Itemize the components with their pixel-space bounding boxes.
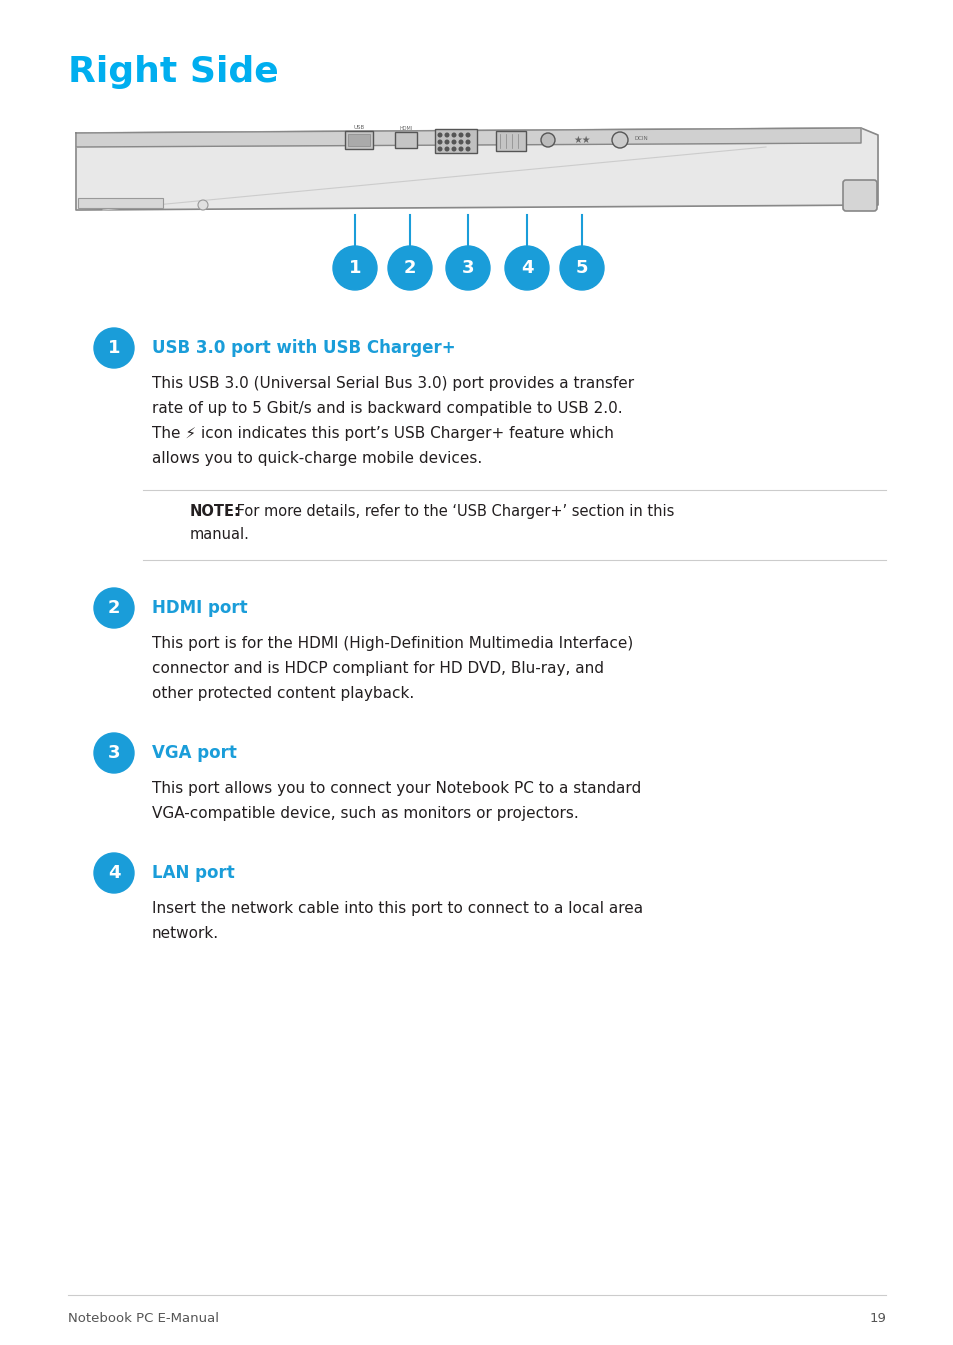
Polygon shape: [76, 128, 861, 147]
Circle shape: [388, 246, 432, 291]
Circle shape: [445, 133, 448, 137]
Text: connector and is HDCP compliant for HD DVD, Blu-ray, and: connector and is HDCP compliant for HD D…: [152, 660, 603, 677]
Bar: [345, 130, 373, 149]
Circle shape: [466, 147, 469, 151]
Bar: [435, 129, 476, 153]
Circle shape: [466, 133, 469, 137]
Text: 4: 4: [520, 260, 533, 277]
Text: 2: 2: [403, 260, 416, 277]
Text: VGA-compatible device, such as monitors or projectors.: VGA-compatible device, such as monitors …: [152, 806, 578, 820]
Text: DCIN: DCIN: [635, 136, 648, 140]
Bar: [78, 198, 163, 208]
Circle shape: [445, 147, 448, 151]
Circle shape: [452, 140, 456, 144]
Circle shape: [333, 246, 376, 291]
Text: manual.: manual.: [190, 527, 250, 542]
Text: Right Side: Right Side: [68, 55, 278, 89]
Circle shape: [437, 147, 441, 151]
Circle shape: [504, 246, 548, 291]
Text: 5: 5: [576, 260, 588, 277]
Text: The ⚡ icon indicates this port’s USB Charger+ feature which: The ⚡ icon indicates this port’s USB Cha…: [152, 426, 613, 441]
Text: For more details, refer to the ‘USB Charger+’ section in this: For more details, refer to the ‘USB Char…: [232, 504, 674, 519]
Circle shape: [458, 133, 462, 137]
Circle shape: [466, 140, 469, 144]
Text: 3: 3: [461, 260, 474, 277]
Circle shape: [437, 140, 441, 144]
Text: ★★: ★★: [573, 134, 590, 145]
Circle shape: [94, 328, 133, 369]
Text: 1: 1: [349, 260, 361, 277]
Text: This port allows you to connect your Notebook PC to a standard: This port allows you to connect your Not…: [152, 781, 640, 796]
Text: HDMI port: HDMI port: [152, 599, 248, 617]
Text: 4: 4: [108, 863, 120, 882]
Text: LAN port: LAN port: [152, 863, 234, 882]
FancyBboxPatch shape: [842, 180, 876, 211]
Circle shape: [452, 133, 456, 137]
Text: 19: 19: [868, 1311, 885, 1325]
Circle shape: [94, 853, 133, 893]
Circle shape: [198, 200, 208, 210]
Text: 1: 1: [108, 339, 120, 356]
Text: Notebook PC E-Manual: Notebook PC E-Manual: [68, 1311, 219, 1325]
Circle shape: [559, 246, 603, 291]
Circle shape: [437, 133, 441, 137]
Text: This USB 3.0 (Universal Serial Bus 3.0) port provides a transfer: This USB 3.0 (Universal Serial Bus 3.0) …: [152, 377, 634, 391]
Text: This port is for the HDMI (High-Definition Multimedia Interface): This port is for the HDMI (High-Definiti…: [152, 636, 633, 651]
Circle shape: [612, 132, 627, 148]
Circle shape: [94, 588, 133, 628]
Text: USB: USB: [353, 125, 364, 130]
Text: other protected content playback.: other protected content playback.: [152, 686, 414, 701]
Text: USB 3.0 port with USB Charger+: USB 3.0 port with USB Charger+: [152, 339, 456, 356]
Circle shape: [445, 140, 448, 144]
Text: 2: 2: [108, 599, 120, 617]
Text: VGA port: VGA port: [152, 744, 236, 763]
Circle shape: [452, 147, 456, 151]
Polygon shape: [76, 128, 877, 210]
Circle shape: [458, 147, 462, 151]
Circle shape: [540, 133, 555, 147]
Text: rate of up to 5 Gbit/s and is backward compatible to USB 2.0.: rate of up to 5 Gbit/s and is backward c…: [152, 401, 622, 416]
Text: Insert the network cable into this port to connect to a local area: Insert the network cable into this port …: [152, 901, 642, 916]
Bar: [395, 132, 416, 148]
Bar: [496, 130, 525, 151]
Text: allows you to quick-charge mobile devices.: allows you to quick-charge mobile device…: [152, 451, 482, 465]
Bar: [348, 134, 370, 147]
Circle shape: [458, 140, 462, 144]
Text: HDMI: HDMI: [399, 126, 413, 130]
Circle shape: [94, 733, 133, 773]
Text: 3: 3: [108, 744, 120, 763]
Text: NOTE:: NOTE:: [190, 504, 240, 519]
Text: network.: network.: [152, 925, 219, 941]
Circle shape: [446, 246, 490, 291]
